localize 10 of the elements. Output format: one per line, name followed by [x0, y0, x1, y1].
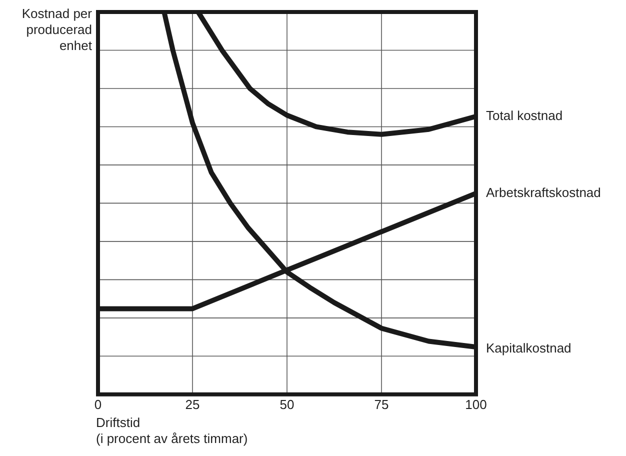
x-axis-title: Driftstid (i procent av årets timmar) — [96, 415, 248, 447]
series-label: Kapitalkostnad — [486, 340, 572, 356]
x-tick-label: 100 — [465, 396, 487, 412]
series-label: Arbetskraftskostnad — [486, 184, 601, 200]
x-tick-label: 25 — [185, 396, 200, 412]
y-axis-title: Kostnad per producerad enhet — [22, 6, 92, 54]
x-tick-label: 75 — [374, 396, 389, 412]
x-tick-label: 0 — [94, 396, 102, 412]
x-tick-label: 50 — [280, 396, 294, 412]
series-label: Total kostnad — [486, 108, 563, 123]
